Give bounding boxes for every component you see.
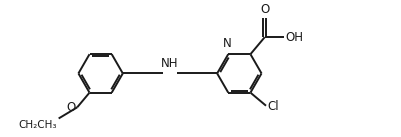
Text: OH: OH [285,31,303,44]
Text: N: N [223,38,232,51]
Text: Cl: Cl [267,100,279,113]
Text: CH₂CH₃: CH₂CH₃ [19,120,57,130]
Text: NH: NH [161,57,179,70]
Text: O: O [67,101,76,114]
Text: O: O [260,3,269,16]
